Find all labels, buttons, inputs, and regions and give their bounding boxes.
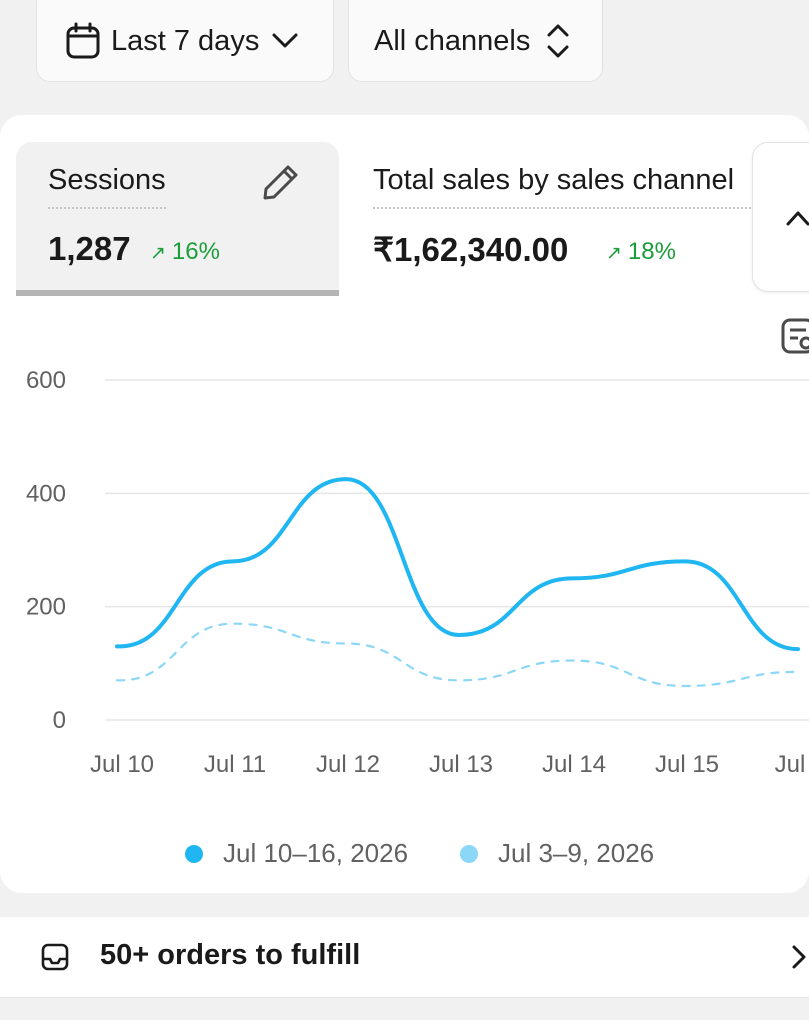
y-tick-label: 600 [26, 367, 66, 394]
chart-settings-icon[interactable] [780, 317, 809, 355]
orders-to-fulfill-row[interactable]: 50+ orders to fulfill [0, 917, 809, 998]
y-tick-label: 200 [26, 594, 66, 621]
collapse-metrics-button[interactable] [752, 142, 809, 292]
chevron-right-icon [790, 943, 808, 971]
sales-metric-change: ↗ 18% [606, 238, 676, 266]
legend-label-current: Jul 10–16, 2026 [223, 838, 409, 868]
channel-filter-label: All channels [374, 24, 531, 57]
x-tick-label: Jul 1 [775, 751, 809, 778]
sales-metric-value: ₹1,62,340.00 [373, 231, 569, 268]
sessions-line-chart: 600 400 200 0 Jul 10 Jul 11 Jul 12 Jul 13 Jul 14… [0, 300, 809, 800]
inbox-icon [40, 942, 70, 972]
select-chevrons-icon [546, 21, 570, 61]
legend-item-previous[interactable]: Jul 3–9, 2026 [460, 838, 654, 869]
orders-to-fulfill-label: 50+ orders to fulfill [100, 939, 361, 971]
y-tick-label: 0 [53, 707, 66, 734]
channel-filter-select[interactable]: All channels [348, 0, 603, 82]
series-line-previous [115, 622, 800, 688]
sales-change-value: 18% [627, 238, 676, 265]
legend-label-previous: Jul 3–9, 2026 [498, 838, 655, 868]
sessions-metric-title: Sessions [48, 164, 166, 209]
legend-dot-previous [460, 844, 478, 863]
legend-dot-current [185, 844, 203, 863]
metric-tab-sessions[interactable] [16, 142, 339, 296]
sessions-metric-change: ↗ 16% [150, 238, 220, 266]
chart-svg: 600 400 200 0 Jul 10 Jul 11 Jul 12 Jul 13 Jul 14… [26, 367, 809, 778]
x-tick-label: Jul 13 [429, 751, 493, 778]
date-range-label: Last 7 days [111, 24, 260, 57]
sessions-metric-value: 1,287 [48, 230, 131, 267]
y-tick-label: 400 [26, 480, 66, 507]
legend-item-current[interactable]: Jul 10–16, 2026 [185, 838, 408, 869]
series-line-current [115, 477, 800, 652]
x-tick-label: Jul 10 [90, 751, 154, 778]
x-tick-label: Jul 11 [204, 751, 266, 778]
active-tab-indicator [16, 290, 339, 296]
x-tick-label: Jul 14 [542, 751, 606, 778]
chart-legend: Jul 10–16, 2026 Jul 3–9, 2026 [0, 838, 809, 870]
x-tick-label: Jul 15 [655, 751, 719, 778]
pencil-icon[interactable] [262, 163, 300, 201]
chevron-down-icon [271, 32, 299, 50]
sales-metric-title[interactable]: Total sales by sales channel [373, 164, 751, 209]
x-tick-label: Jul 12 [316, 751, 380, 778]
calendar-icon [65, 22, 101, 60]
chevron-up-icon [785, 209, 809, 227]
trend-up-icon: ↗ [606, 243, 622, 264]
sessions-change-value: 16% [171, 238, 220, 265]
trend-up-icon: ↗ [150, 243, 166, 264]
date-range-filter-button[interactable]: Last 7 days [36, 0, 334, 82]
